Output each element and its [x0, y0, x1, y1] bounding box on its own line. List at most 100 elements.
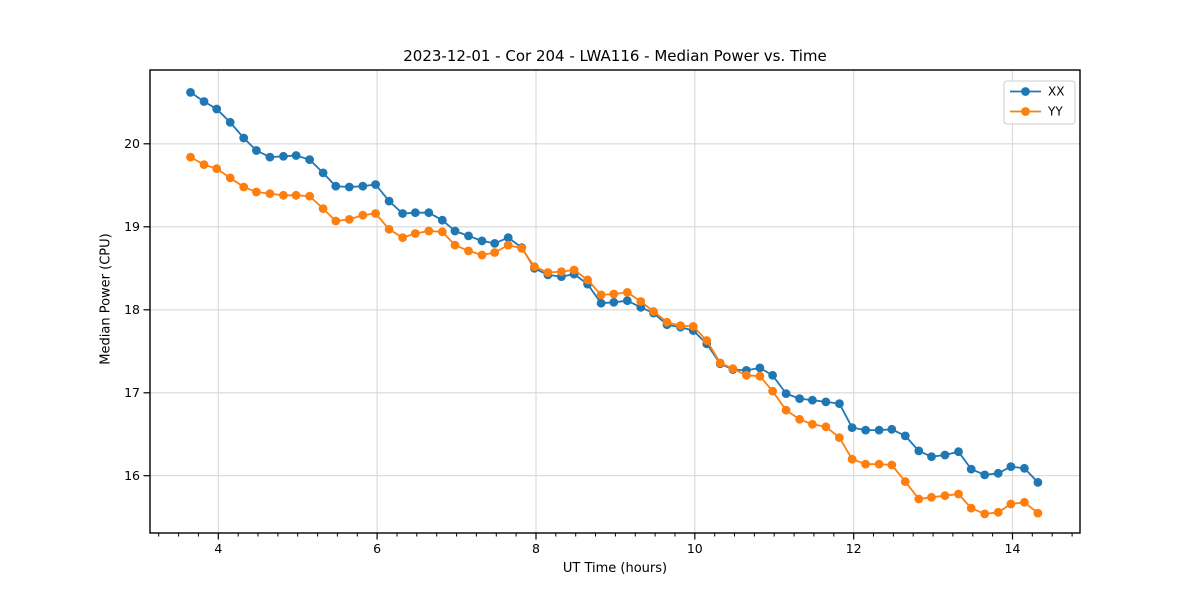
- marker-XX-61: [993, 468, 1003, 478]
- marker-XX-60: [980, 470, 990, 480]
- marker-YY-39: [702, 336, 712, 345]
- marker-YY-15: [384, 224, 394, 234]
- marker-XX-62: [1006, 462, 1016, 471]
- marker-XX-1: [199, 97, 209, 106]
- marker-XX-45: [781, 389, 791, 398]
- marker-YY-7: [279, 190, 288, 200]
- marker-YY-31: [596, 290, 606, 300]
- marker-YY-34: [636, 297, 646, 306]
- x-tick-label-14: 14: [1005, 541, 1021, 556]
- chart-title: 2023-12-01 - Cor 204 - LWA116 - Median P…: [403, 47, 827, 65]
- marker-XX-9: [305, 155, 314, 165]
- marker-YY-35: [649, 307, 658, 316]
- marker-YY-5: [252, 187, 261, 197]
- marker-XX-21: [464, 231, 473, 241]
- marker-YY-6: [265, 189, 275, 199]
- series-line-YY: [190, 156, 1039, 515]
- marker-XX-18: [424, 208, 434, 218]
- marker-YY-8: [291, 190, 301, 200]
- marker-YY-1: [199, 160, 209, 170]
- marker-XX-16: [398, 209, 407, 218]
- marker-XX-0: [186, 88, 195, 97]
- marker-YY-17: [410, 229, 420, 238]
- marker-XX-50: [847, 423, 857, 432]
- marker-YY-27: [543, 268, 553, 277]
- marker-XX-5: [252, 146, 261, 155]
- marker-YY-2: [212, 164, 222, 174]
- marker-XX-23: [490, 239, 500, 248]
- marker-XX-52: [874, 425, 884, 435]
- marker-YY-63: [1020, 497, 1029, 507]
- marker-YY-53: [887, 460, 897, 470]
- marker-YY-16: [398, 233, 407, 243]
- marker-XX-20: [450, 226, 460, 236]
- y-tick-label-16: 16: [124, 468, 140, 483]
- marker-YY-23: [490, 248, 500, 257]
- series-XX: [186, 88, 1043, 487]
- marker-YY-52: [874, 459, 884, 469]
- marker-XX-24: [503, 233, 513, 243]
- marker-XX-44: [768, 370, 777, 380]
- legend-label-YY: YY: [1047, 105, 1063, 119]
- marker-YY-37: [676, 321, 685, 330]
- marker-YY-50: [847, 454, 857, 464]
- marker-YY-4: [239, 182, 249, 192]
- marker-YY-42: [742, 370, 751, 380]
- marker-XX-58: [954, 447, 963, 457]
- marker-YY-60: [980, 509, 990, 519]
- marker-XX-14: [371, 180, 380, 189]
- y-tick-label-20: 20: [124, 136, 140, 151]
- marker-YY-58: [954, 489, 963, 499]
- marker-YY-43: [755, 371, 765, 381]
- marker-YY-36: [662, 317, 672, 327]
- marker-XX-55: [914, 446, 924, 456]
- x-tick-label-8: 8: [532, 541, 540, 556]
- marker-XX-48: [821, 397, 831, 407]
- marker-YY-22: [477, 250, 487, 260]
- marker-XX-10: [318, 168, 328, 178]
- marker-YY-59: [966, 503, 976, 513]
- x-tick-label-12: 12: [846, 541, 862, 556]
- marker-XX-2: [212, 104, 222, 114]
- marker-XX-53: [887, 424, 897, 434]
- marker-YY-55: [914, 494, 924, 504]
- marker-YY-57: [940, 491, 950, 501]
- x-axis-label: UT Time (hours): [562, 561, 668, 576]
- marker-YY-12: [344, 215, 354, 224]
- marker-XX-11: [331, 181, 341, 191]
- marker-YY-40: [715, 358, 725, 368]
- marker-YY-45: [781, 405, 791, 415]
- y-tick-label-19: 19: [124, 219, 140, 234]
- marker-YY-10: [318, 204, 328, 214]
- marker-XX-17: [410, 208, 420, 218]
- marker-YY-64: [1033, 508, 1043, 518]
- marker-XX-3: [225, 117, 235, 127]
- marker-YY-25: [517, 244, 527, 253]
- marker-YY-33: [622, 288, 632, 297]
- marker-XX-7: [279, 151, 288, 161]
- marker-YY-13: [358, 210, 368, 220]
- marker-YY-47: [808, 419, 817, 429]
- marker-XX-59: [966, 464, 976, 474]
- marker-YY-49: [835, 433, 844, 442]
- y-tick-label-18: 18: [124, 302, 140, 317]
- marker-YY-51: [861, 459, 870, 469]
- marker-YY-44: [768, 386, 777, 396]
- y-axis-label: Median Power (CPU): [98, 233, 114, 365]
- marker-XX-31: [596, 298, 606, 308]
- x-tick-label-4: 4: [214, 541, 222, 556]
- marker-XX-43: [755, 363, 765, 373]
- marker-YY-0: [186, 152, 195, 162]
- legend-sample-marker-YY: [1021, 107, 1030, 116]
- legend: XX YY: [1003, 80, 1076, 125]
- marker-XX-63: [1020, 463, 1029, 473]
- marker-YY-30: [583, 275, 592, 285]
- marker-XX-32: [609, 297, 619, 307]
- marker-XX-13: [358, 181, 368, 191]
- x-axis: 4 6 8 10 12 14: [158, 533, 1073, 556]
- marker-YY-20: [450, 240, 460, 250]
- y-tick-label-17: 17: [124, 385, 140, 400]
- marker-YY-48: [821, 422, 831, 432]
- marker-XX-46: [795, 394, 804, 403]
